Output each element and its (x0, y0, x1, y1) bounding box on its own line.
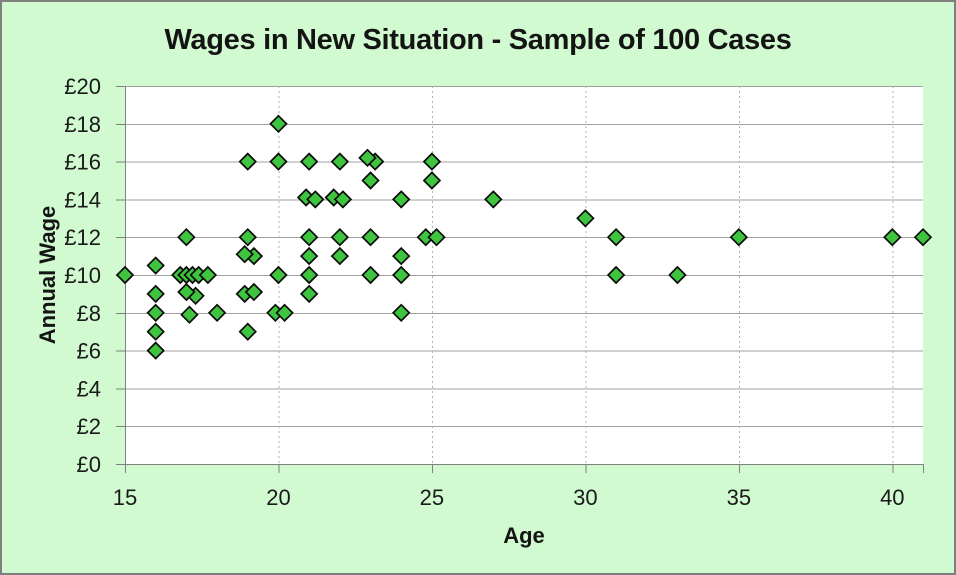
data-point (146, 284, 165, 304)
data-point (729, 227, 749, 247)
data-point (361, 171, 380, 190)
data-point (606, 227, 626, 247)
data-point (392, 246, 411, 266)
data-point (330, 246, 350, 266)
data-point (299, 246, 319, 266)
x-tick-label: 20 (266, 485, 290, 510)
data-point (392, 265, 411, 285)
data-point (427, 227, 446, 247)
data-point (177, 227, 196, 247)
data-point (299, 265, 319, 285)
data-point (299, 284, 319, 304)
data-point (422, 171, 442, 190)
x-axis-title: Age (503, 523, 545, 548)
data-point (146, 303, 165, 323)
data-point (177, 282, 196, 302)
x-tick-label: 25 (420, 485, 444, 510)
x-tick-label: 15 (113, 485, 137, 510)
x-tick-label: 40 (880, 485, 904, 510)
data-point (330, 227, 350, 247)
data-point (333, 190, 353, 209)
y-tick-label: £2 (77, 414, 101, 439)
data-point (299, 227, 319, 247)
data-point (244, 282, 264, 302)
data-point (330, 152, 350, 171)
data-point (606, 265, 626, 285)
data-point (361, 265, 380, 285)
y-tick-label: £12 (64, 225, 101, 250)
data-point (146, 256, 165, 275)
data-point (115, 265, 135, 285)
y-tick-label: £10 (64, 263, 101, 288)
data-point (299, 152, 319, 171)
data-point (306, 190, 325, 209)
data-point (269, 152, 288, 171)
data-point (207, 303, 227, 323)
y-tick-label: £4 (77, 376, 101, 401)
data-point (913, 227, 933, 247)
y-tick-label: £20 (64, 74, 101, 99)
data-point (392, 303, 411, 323)
data-point (392, 190, 411, 209)
chart-title: Wages in New Situation - Sample of 100 C… (164, 24, 792, 56)
x-tick-label: 30 (573, 485, 597, 510)
y-tick-label: £14 (64, 187, 101, 212)
data-point (484, 190, 503, 209)
data-point (180, 305, 199, 324)
data-point (146, 341, 165, 360)
y-tick-label: £18 (64, 112, 101, 137)
data-point (358, 148, 377, 168)
y-tick-label: £0 (77, 452, 101, 477)
data-point (238, 152, 257, 171)
data-point (269, 114, 288, 134)
data-point (361, 227, 380, 247)
data-point (238, 227, 257, 247)
y-tick-label: £6 (77, 339, 101, 364)
data-point (269, 265, 288, 285)
y-tick-label: £8 (77, 301, 101, 326)
data-point (238, 322, 257, 341)
y-tick-label: £16 (64, 150, 101, 175)
data-point (235, 245, 254, 264)
data-point (576, 209, 595, 228)
data-point (668, 265, 687, 285)
data-point (422, 152, 442, 171)
data-point (198, 265, 218, 285)
data-point (883, 227, 902, 247)
data-point (275, 303, 294, 323)
data-point (146, 322, 165, 341)
x-tick-label: 35 (727, 485, 751, 510)
